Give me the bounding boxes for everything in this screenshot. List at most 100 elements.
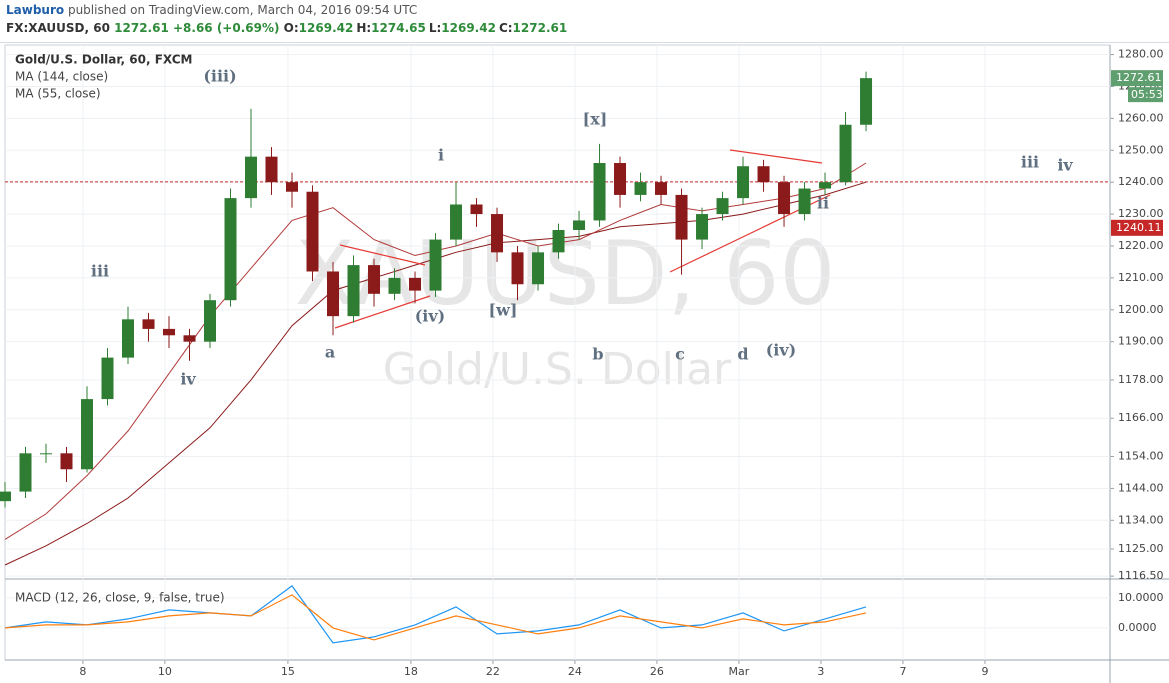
candle-body xyxy=(101,357,114,400)
candle-body xyxy=(60,453,73,470)
y-tick-label: 1250.00 xyxy=(1118,143,1164,156)
macd-line xyxy=(4,585,867,644)
candle-body xyxy=(634,182,647,195)
candle-body xyxy=(81,399,94,470)
wave-label: [w] xyxy=(489,301,518,320)
x-tick-label: 18 xyxy=(404,665,418,678)
ohlc-label: C: xyxy=(498,21,513,35)
indicator-title: MACD (12, 26, close, 9, false, true) xyxy=(15,591,225,605)
candle-body xyxy=(265,156,278,183)
candle-body xyxy=(573,220,586,231)
candle-body xyxy=(839,124,852,183)
ohlc-value: 1272.61 xyxy=(512,21,568,35)
wave-label: iii xyxy=(91,262,109,281)
y-tick-label: 1144.00 xyxy=(1118,481,1164,494)
wave-label: (iv) xyxy=(415,307,446,326)
wave-label: [x] xyxy=(583,110,608,129)
y-tick-label: 1210.00 xyxy=(1118,271,1164,284)
y-tick-label: 1240.00 xyxy=(1118,175,1164,188)
wave-label: a xyxy=(325,343,335,362)
wave-label: (iii) xyxy=(203,67,236,86)
publish-line: Lawburo published on TradingView.com, Ma… xyxy=(6,3,417,17)
author[interactable]: Lawburo xyxy=(6,3,65,17)
y-tick-label: 1230.00 xyxy=(1118,207,1164,220)
trend-line xyxy=(729,149,823,164)
y-tick-label: 1166.00 xyxy=(1118,411,1164,424)
candle-body xyxy=(122,319,135,358)
candle-body xyxy=(142,319,155,329)
candle-body xyxy=(306,191,319,272)
x-tick-label: 3 xyxy=(817,665,824,678)
watermark-name: Gold/U.S. Dollar xyxy=(383,344,732,395)
candle-body xyxy=(675,194,688,240)
header: Lawburo published on TradingView.com, Ma… xyxy=(0,0,1169,43)
y-tick-label: 1134.00 xyxy=(1118,513,1164,526)
wave-label: iv xyxy=(1057,156,1073,175)
level-badge xyxy=(1111,219,1163,236)
countdown: 05:53 xyxy=(1131,88,1163,101)
candle-body xyxy=(860,78,873,125)
x-tick-label: 9 xyxy=(981,665,988,678)
x-tick-label: 22 xyxy=(486,665,500,678)
trend-line xyxy=(339,244,426,266)
candle-body xyxy=(286,182,299,192)
candle-body xyxy=(532,252,545,285)
wave-label: i xyxy=(438,146,444,165)
candle-body xyxy=(450,204,463,240)
candle-body xyxy=(470,204,483,215)
candle-body xyxy=(696,214,709,240)
candle-body xyxy=(327,271,340,317)
candle-body xyxy=(368,265,381,294)
ohlc-value: 1274.65 xyxy=(371,21,426,35)
y-tick-label: 1154.00 xyxy=(1118,450,1164,463)
candle-body xyxy=(19,453,32,492)
chart-title: Gold/U.S. Dollar, 60, FXCM xyxy=(15,53,193,67)
candle-body xyxy=(593,163,606,221)
candle-body xyxy=(778,182,791,215)
trend-line xyxy=(334,295,431,329)
watermark-symbol: XAUUSD, 60 xyxy=(295,222,836,325)
ohlc: O:1269.42 H:1274.65 L:1269.42 C:1272.61 xyxy=(284,21,571,35)
candle-body xyxy=(224,198,237,301)
y-tick-label: 1116.50 xyxy=(1118,569,1164,582)
macd-line xyxy=(4,594,867,641)
price: 1272.61 xyxy=(114,21,169,35)
candle-body xyxy=(183,335,196,342)
ohlc-value: 1269.42 xyxy=(298,21,354,35)
y-tick-label: 1125.00 xyxy=(1118,542,1164,555)
candle-body xyxy=(429,239,442,291)
candle-body xyxy=(511,252,524,285)
y-tick-label: 1220.00 xyxy=(1118,239,1164,252)
wave-label: iv xyxy=(180,370,196,389)
ohlc-label: O: xyxy=(283,21,299,35)
candle-body xyxy=(491,214,504,253)
countdown-badge xyxy=(1128,87,1163,103)
candle-body xyxy=(204,300,217,342)
y-tick-label: 10.0000 xyxy=(1118,591,1164,604)
y-tick-label: 1200.00 xyxy=(1118,303,1164,316)
candle-body xyxy=(0,491,11,502)
candle-body xyxy=(163,328,176,336)
y-tick-label: 1190.00 xyxy=(1118,335,1164,348)
candle-body xyxy=(245,156,258,199)
wave-label: (iv) xyxy=(766,341,797,360)
candle-body xyxy=(388,277,401,294)
symbol: FX:XAUUSD, 60 xyxy=(6,21,110,35)
candle-body xyxy=(737,166,750,199)
ohlc-value: 1269.42 xyxy=(441,21,496,35)
candle-body xyxy=(716,198,729,215)
wave-label: b xyxy=(592,345,603,364)
candle-body xyxy=(614,163,627,195)
level-label: 1240.11 xyxy=(1116,221,1162,234)
candle-body xyxy=(655,182,668,195)
candle-body xyxy=(757,166,770,183)
x-tick-label: Mar xyxy=(729,665,750,678)
legend-entry: MA (144, close) xyxy=(15,70,108,84)
y-tick-label: 0.0000 xyxy=(1118,621,1157,634)
candle-body xyxy=(819,182,832,189)
wave-label: iii xyxy=(1021,153,1039,172)
wave-label: ii xyxy=(817,194,829,213)
wave-label: d xyxy=(737,345,748,364)
candle-body xyxy=(347,265,360,317)
